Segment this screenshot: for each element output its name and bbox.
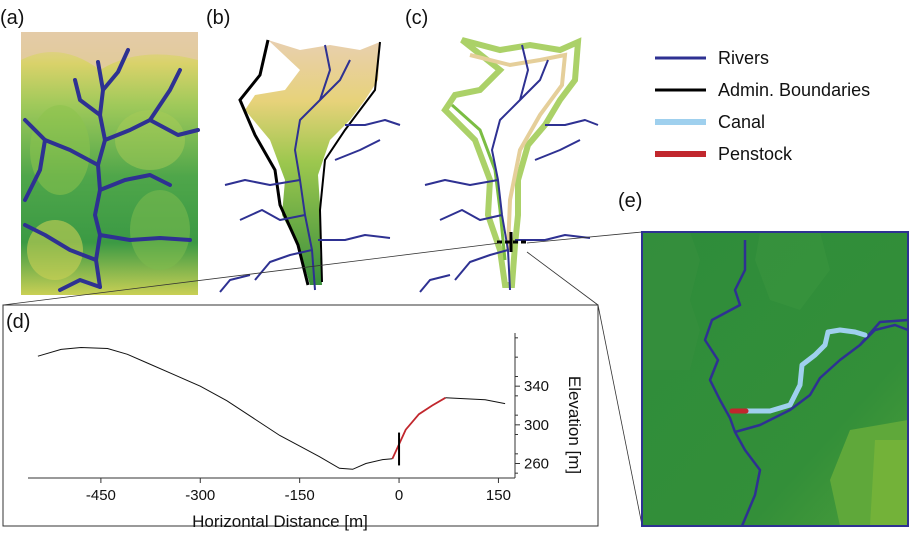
x-tick-label: -450 <box>86 487 116 504</box>
panel-label-d: (d) <box>6 311 30 333</box>
panel-label-b: (b) <box>206 7 230 29</box>
elevation-profile-chart: -450 -300 -150 0 150 260 300 340 Horizontal Di… <box>28 333 584 531</box>
x-tick-label: -300 <box>185 487 215 504</box>
terrain-profile-line <box>37 346 393 470</box>
canal-path <box>742 327 868 414</box>
panel-c-contour-map <box>419 37 599 293</box>
panel-label-c: (c) <box>405 7 428 29</box>
x-tick-label: 0 <box>395 487 403 504</box>
legend-label: Penstock <box>718 144 793 164</box>
panel-d-frame <box>2 304 599 527</box>
y-tick-label: 340 <box>524 378 549 395</box>
x-axis-label: Horizontal Distance [m] <box>192 512 368 531</box>
panel-c-rivers <box>419 44 599 293</box>
x-tick-label: -150 <box>285 487 315 504</box>
panel-e-frame <box>641 231 909 527</box>
panel-a-terrain-map <box>21 32 200 295</box>
x-tick-label: 150 <box>486 487 511 504</box>
panel-label-e: (e) <box>618 190 642 212</box>
site-marker-icon <box>497 232 527 252</box>
panel-b-watershed-map <box>219 39 401 293</box>
zoom-connector-lines <box>2 231 643 526</box>
panel-e-rivers <box>703 240 909 527</box>
penstock-profile-line <box>391 397 446 460</box>
y-tick-label: 260 <box>524 456 549 473</box>
y-tick-label: 300 <box>524 417 549 434</box>
legend-label: Rivers <box>718 48 769 68</box>
panel-b-rivers <box>219 44 401 293</box>
panel-a-rivers <box>23 48 200 292</box>
legend-label: Canal <box>718 112 765 132</box>
legend-label: Admin. Boundaries <box>718 80 870 100</box>
canal-profile-line <box>445 397 506 405</box>
y-axis-label: Elevation [m] <box>565 376 584 474</box>
panel-label-a: (a) <box>0 7 24 29</box>
legend: Rivers Admin. Boundaries Canal Penstock <box>655 48 870 164</box>
panel-e-zoom-inset <box>641 231 909 527</box>
